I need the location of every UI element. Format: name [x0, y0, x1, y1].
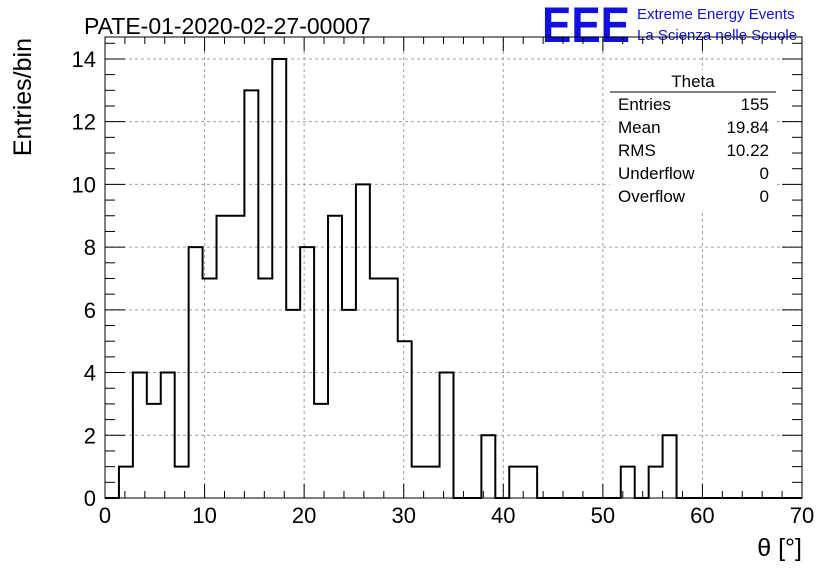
- histogram-bin: [133, 373, 147, 498]
- histogram-bin: [342, 310, 356, 498]
- x-tick-label: 30: [391, 503, 415, 528]
- histogram-bin: [509, 467, 523, 498]
- axis-ticks: [104, 37, 803, 499]
- plot-frame: [104, 36, 803, 499]
- histogram-bin: [649, 467, 663, 498]
- histogram-bin: [258, 278, 272, 498]
- stats-row-value: 155: [741, 95, 769, 114]
- histogram-bin: [398, 341, 412, 498]
- logo-text: EEE: [542, 0, 630, 53]
- stats-row-label: Underflow: [618, 164, 695, 183]
- histogram-line: [105, 57, 802, 499]
- stats-box-background: [610, 70, 776, 210]
- histogram-bin: [314, 404, 328, 498]
- histogram-bin: [663, 435, 677, 498]
- stats-row-label: Entries: [618, 95, 671, 114]
- histogram-bin: [356, 184, 370, 498]
- y-tick-label: 8: [84, 235, 96, 260]
- y-tick-label: 12: [72, 110, 96, 135]
- histogram-bin: [370, 278, 384, 498]
- y-tick-label: 4: [84, 361, 96, 386]
- y-tick-label: 6: [84, 298, 96, 323]
- eee-logo: EEE Extreme Energy Events La Scienza nel…: [542, 0, 797, 53]
- x-tick-label: 40: [491, 503, 515, 528]
- stats-title: Theta: [671, 72, 715, 91]
- histogram-bin: [328, 216, 342, 498]
- histogram-bin: [426, 467, 440, 498]
- x-tick-label: 0: [99, 503, 111, 528]
- logo-line-1: Extreme Energy Events: [637, 6, 795, 23]
- x-tick-label: 70: [790, 503, 814, 528]
- histogram-bin: [147, 404, 161, 498]
- chart-title: PATE-01-2020-02-27-00007: [84, 13, 371, 39]
- y-tick-label: 14: [72, 47, 96, 72]
- stats-row-label: Mean: [618, 118, 661, 137]
- histogram-bin: [286, 310, 300, 498]
- histogram-bin: [272, 59, 286, 498]
- y-tick-label: 10: [72, 172, 96, 197]
- y-tick-label: 0: [84, 486, 96, 511]
- histogram-bin: [119, 467, 133, 498]
- histogram-bin: [384, 278, 398, 498]
- stats-row-value: 10.22: [726, 141, 769, 160]
- stats-row-value: 19.84: [726, 118, 769, 137]
- x-axis-title: θ [°]: [757, 534, 802, 562]
- histogram-bin: [481, 435, 495, 498]
- stats-row-label: Overflow: [618, 187, 686, 206]
- stats-row-value: 0: [760, 164, 769, 183]
- histogram-bin: [300, 247, 314, 498]
- histogram-series: [105, 57, 802, 499]
- x-tick-label: 50: [591, 503, 615, 528]
- x-tick-label: 20: [292, 503, 316, 528]
- histogram-bin: [217, 216, 231, 498]
- histogram-bin: [230, 216, 244, 498]
- x-tick-label: 60: [690, 503, 714, 528]
- logo-line-2: La Scienza nelle Scuole: [637, 27, 797, 44]
- histogram-bin: [244, 90, 258, 498]
- histogram-bin: [175, 467, 189, 498]
- stats-row-label: RMS: [618, 141, 656, 160]
- histogram-bin: [523, 467, 537, 498]
- y-tick-label: 2: [84, 423, 96, 448]
- x-tick-label: 10: [192, 503, 216, 528]
- y-axis-title: Entries/bin: [9, 38, 37, 156]
- tick-labels: 0 10 20 30 40 50 60 70 0 2 4 6 8 10 12 14: [72, 47, 815, 528]
- stats-rows: Entries 155 Mean 19.84 RMS 10.22 Underflow 0 Ove…: [618, 95, 769, 206]
- stats-row-value: 0: [760, 187, 769, 206]
- stats-box: Theta Entries 155 Mean 19.84 RMS 10.22 Underfl…: [610, 70, 776, 210]
